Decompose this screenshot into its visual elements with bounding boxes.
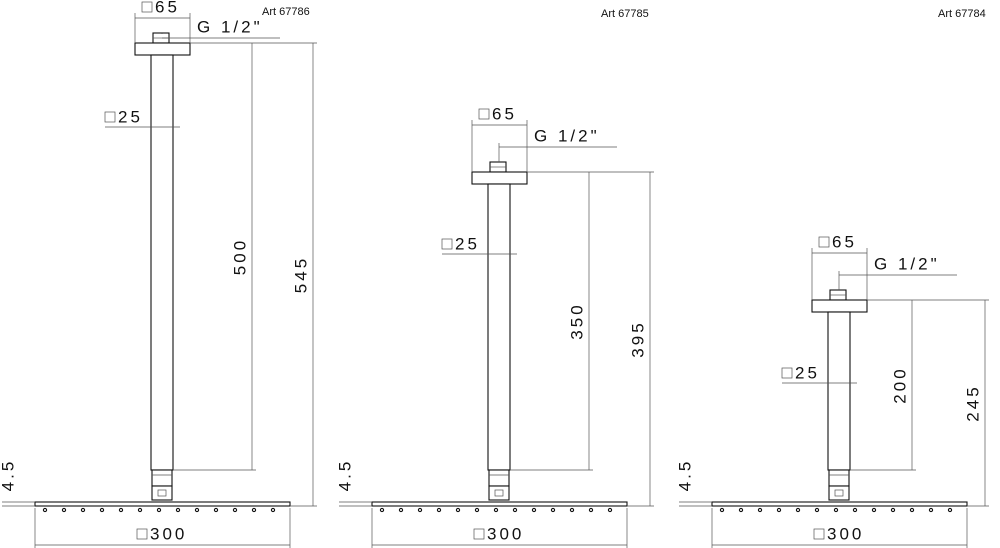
flange [134, 42, 191, 56]
nozzle [814, 507, 820, 513]
pipe-dimension: 25 [795, 363, 820, 382]
nozzle [379, 507, 385, 513]
nozzle [417, 507, 423, 513]
nozzle [156, 507, 162, 513]
nozzle [455, 507, 461, 513]
connector [151, 485, 173, 501]
nozzle [194, 507, 200, 513]
connector-detail [157, 489, 167, 497]
flange-dimension: 65 [155, 0, 180, 16]
square-symbol [473, 528, 485, 540]
nozzle [607, 507, 613, 513]
flange [471, 171, 528, 185]
nozzle [909, 507, 915, 513]
shower-plate [34, 501, 291, 507]
thread-dimension: G 1/2" [534, 126, 600, 145]
article-label: Art 67784 [938, 8, 986, 20]
square-symbol [441, 238, 453, 250]
pipe [827, 311, 851, 471]
connector [828, 485, 850, 501]
square-symbol [781, 367, 793, 379]
nozzle [719, 507, 725, 513]
nozzle [512, 507, 518, 513]
length-dimension: 500 [230, 238, 249, 275]
length-dimension: 200 [890, 366, 909, 403]
plate-dimension: 4.5 [0, 459, 17, 492]
collar [828, 469, 850, 487]
total-dimension: 395 [628, 320, 647, 357]
head-dimension: 300 [827, 524, 864, 543]
nozzle [175, 507, 181, 513]
nozzle [493, 507, 499, 513]
head-dimension: 300 [487, 524, 524, 543]
nozzle [588, 507, 594, 513]
nozzle [436, 507, 442, 513]
nozzle [795, 507, 801, 513]
nozzle [251, 507, 257, 513]
nozzle [99, 507, 105, 513]
square-symbol [141, 1, 153, 13]
nozzle [80, 507, 86, 513]
total-dimension: 545 [291, 256, 310, 293]
nozzle [550, 507, 556, 513]
square-symbol [104, 111, 116, 123]
nozzle [118, 507, 124, 513]
nozzle [776, 507, 782, 513]
pipe-dimension: 25 [118, 107, 143, 126]
total-dimension: 245 [963, 384, 982, 421]
nozzle [213, 507, 219, 513]
nozzle [42, 507, 48, 513]
flange-dimension: 65 [492, 104, 517, 123]
head-dimension: 300 [150, 524, 187, 543]
shower-plate [371, 501, 628, 507]
square-symbol [818, 236, 830, 248]
nozzle [928, 507, 934, 513]
nozzle [270, 507, 276, 513]
flange-dimension: 65 [832, 232, 857, 251]
square-symbol [136, 528, 148, 540]
nozzle [137, 507, 143, 513]
connector-detail [834, 489, 844, 497]
thread-dimension: G 1/2" [197, 17, 263, 36]
article-label: Art 67785 [601, 8, 649, 20]
nozzle [531, 507, 537, 513]
nozzle [232, 507, 238, 513]
connector-detail [494, 489, 504, 497]
nozzle [569, 507, 575, 513]
nozzle [871, 507, 877, 513]
nozzle [947, 507, 953, 513]
nozzle [852, 507, 858, 513]
nozzle [833, 507, 839, 513]
shower-plate [711, 501, 968, 507]
collar [488, 469, 510, 487]
nozzle [890, 507, 896, 513]
plate-dimension: 4.5 [335, 459, 354, 492]
nozzle [757, 507, 763, 513]
connector [488, 485, 510, 501]
collar [151, 469, 173, 487]
article-label: Art 67786 [262, 6, 310, 18]
pipe [487, 183, 511, 471]
square-symbol [813, 528, 825, 540]
pipe [150, 54, 174, 471]
nozzle [474, 507, 480, 513]
thread-dimension: G 1/2" [874, 254, 940, 273]
pipe-dimension: 25 [455, 234, 480, 253]
length-dimension: 350 [567, 302, 586, 339]
flange [811, 299, 868, 313]
plate-dimension: 4.5 [675, 459, 694, 492]
nozzle [738, 507, 744, 513]
square-symbol [478, 108, 490, 120]
nozzle [398, 507, 404, 513]
nozzle [61, 507, 67, 513]
